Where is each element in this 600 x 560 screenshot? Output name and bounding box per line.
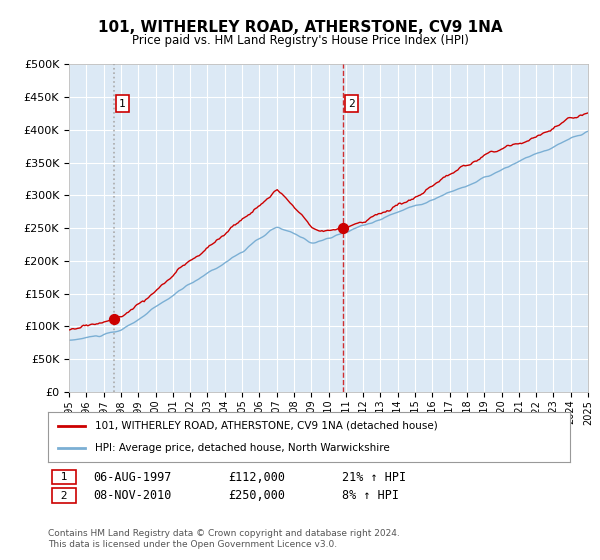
Text: 08-NOV-2010: 08-NOV-2010 <box>93 489 172 502</box>
Text: 8% ↑ HPI: 8% ↑ HPI <box>342 489 399 502</box>
Text: 1: 1 <box>119 99 126 109</box>
Text: Price paid vs. HM Land Registry's House Price Index (HPI): Price paid vs. HM Land Registry's House … <box>131 34 469 46</box>
Text: 06-AUG-1997: 06-AUG-1997 <box>93 470 172 484</box>
Text: 2: 2 <box>54 491 74 501</box>
Text: £250,000: £250,000 <box>228 489 285 502</box>
Text: 1: 1 <box>54 472 74 482</box>
Text: £112,000: £112,000 <box>228 470 285 484</box>
Point <box>338 224 348 233</box>
Text: 2: 2 <box>349 99 355 109</box>
Point <box>109 314 119 323</box>
Text: 101, WITHERLEY ROAD, ATHERSTONE, CV9 1NA: 101, WITHERLEY ROAD, ATHERSTONE, CV9 1NA <box>98 20 502 35</box>
Text: 101, WITHERLEY ROAD, ATHERSTONE, CV9 1NA (detached house): 101, WITHERLEY ROAD, ATHERSTONE, CV9 1NA… <box>95 421 438 431</box>
Text: HPI: Average price, detached house, North Warwickshire: HPI: Average price, detached house, Nort… <box>95 443 390 453</box>
Text: Contains HM Land Registry data © Crown copyright and database right 2024.
This d: Contains HM Land Registry data © Crown c… <box>48 529 400 549</box>
Text: 21% ↑ HPI: 21% ↑ HPI <box>342 470 406 484</box>
